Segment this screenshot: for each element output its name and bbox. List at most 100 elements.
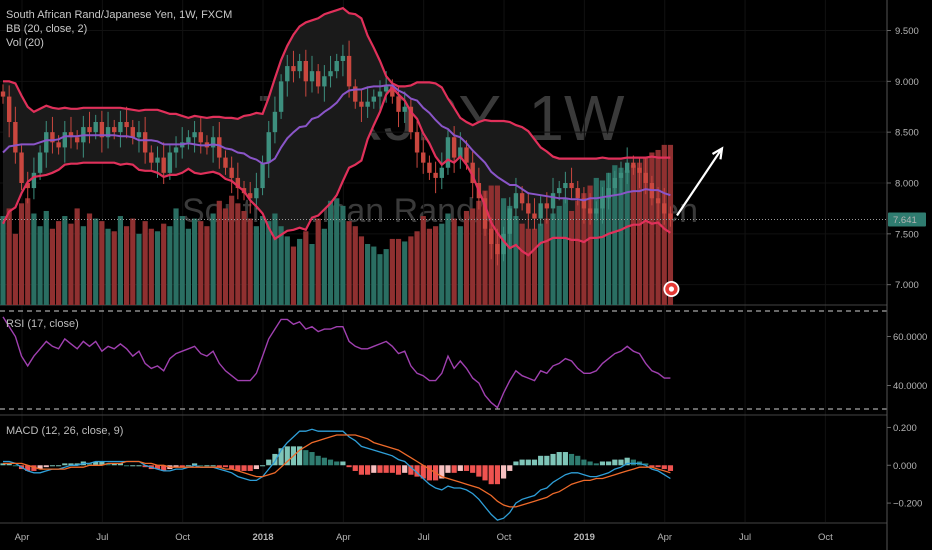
macd-histogram-bar xyxy=(624,457,630,466)
candle-body xyxy=(149,152,154,163)
time-tick-label: Jul xyxy=(418,532,430,543)
candle-body xyxy=(396,96,401,112)
volume-bar xyxy=(346,221,352,305)
volume-bar xyxy=(612,165,618,305)
volume-bar xyxy=(334,198,340,305)
candle-body xyxy=(371,96,376,102)
volume-bar xyxy=(105,228,111,305)
volume-bar xyxy=(593,177,599,305)
macd-tick-label: 0.200 xyxy=(893,423,917,434)
volume-bar xyxy=(519,223,525,305)
volume-bar xyxy=(457,226,463,305)
macd-histogram-bar xyxy=(414,465,420,477)
macd-histogram-bar xyxy=(445,465,451,473)
price-tick-label: 9.000 xyxy=(895,77,919,88)
volume-bar xyxy=(284,236,290,305)
volume-bar xyxy=(204,226,210,305)
macd-histogram-bar xyxy=(43,465,49,468)
macd-histogram-bar xyxy=(315,455,321,466)
candle-body xyxy=(519,193,525,204)
volume-bar xyxy=(309,244,315,305)
macd-histogram-bar xyxy=(371,465,377,473)
macd-histogram-bar xyxy=(470,465,476,473)
macd-histogram-bar xyxy=(136,465,142,467)
legend-symbol[interactable]: South African Rand/Japanese Yen, 1W, FXC… xyxy=(6,9,233,21)
candle-body xyxy=(235,177,241,189)
macd-histogram-bar xyxy=(426,465,433,481)
volume-bar xyxy=(389,238,395,305)
macd-histogram-bar xyxy=(204,465,210,467)
legend-volume[interactable]: Vol (20) xyxy=(6,37,44,49)
candle-body xyxy=(93,122,98,133)
volume-bar xyxy=(340,205,346,305)
candle-body xyxy=(594,208,599,214)
candle-body xyxy=(612,177,618,189)
macd-histogram-bar xyxy=(606,461,612,466)
legend-bb[interactable]: BB (20, close, 2) xyxy=(6,23,88,35)
volume-bar xyxy=(191,218,198,305)
candle-body xyxy=(112,127,117,133)
volume-bar xyxy=(402,241,408,305)
candle-body xyxy=(278,81,284,112)
candle-body xyxy=(427,162,432,173)
volume-bar xyxy=(241,210,247,305)
candle-body xyxy=(618,172,624,178)
candle-body xyxy=(433,172,438,178)
volume-bar xyxy=(111,231,117,305)
candle-body xyxy=(173,147,179,153)
macd-histogram-bar xyxy=(507,465,513,471)
rsi-line xyxy=(2,316,671,409)
macd-tick-label: 0.000 xyxy=(893,461,917,472)
macd-histogram-bar xyxy=(74,463,80,466)
candle-body xyxy=(346,55,352,87)
candle-body xyxy=(402,106,407,112)
macd-histogram-bar xyxy=(297,446,303,466)
candle-body xyxy=(198,132,203,143)
candle-body xyxy=(445,137,451,168)
candle-body xyxy=(272,111,278,133)
last-price-label: 7.641 xyxy=(893,215,917,226)
macd-histogram-bar xyxy=(334,461,340,466)
volume-bar xyxy=(321,228,327,305)
last-price-tag xyxy=(888,212,926,227)
macd-histogram-bar xyxy=(500,465,507,479)
volume-bar xyxy=(420,216,426,305)
volume-bar xyxy=(513,216,519,305)
candle-body xyxy=(668,213,673,220)
macd-histogram-bar xyxy=(550,453,556,466)
macd-pane-label[interactable]: MACD (12, 26, close, 9) xyxy=(6,425,124,437)
time-tick-label: Oct xyxy=(175,532,190,543)
candle-body xyxy=(538,203,543,219)
candle-body xyxy=(155,157,160,163)
macd-histogram-bar xyxy=(266,459,272,466)
volume-bar xyxy=(117,216,124,305)
macd-histogram-bar xyxy=(216,465,222,468)
rsi-pane-label[interactable]: RSI (17, close) xyxy=(6,318,79,330)
macd-histogram-bar xyxy=(476,465,482,477)
candle-body xyxy=(353,86,358,102)
candle-body xyxy=(62,132,67,148)
volume-bar xyxy=(74,208,80,305)
macd-histogram-bar xyxy=(525,459,531,466)
price-tick-label: 8.500 xyxy=(895,128,919,139)
signal-line xyxy=(3,434,671,508)
macd-histogram-bar xyxy=(395,465,402,475)
price-tick-label: 9.500 xyxy=(895,26,919,37)
volume-bar xyxy=(371,246,377,305)
candle-body xyxy=(532,213,537,219)
candle-body xyxy=(643,172,648,183)
alert-marker-dot xyxy=(668,286,675,292)
volume-bar xyxy=(358,236,365,305)
volume-bar xyxy=(86,213,93,305)
volume-bar xyxy=(99,221,105,305)
candle-body xyxy=(303,61,309,82)
candle-body xyxy=(655,198,661,204)
time-tick-label: Apr xyxy=(336,532,351,543)
bb-band-fill xyxy=(3,8,671,256)
macd-histogram-bar xyxy=(494,465,500,485)
candle-body xyxy=(74,137,80,143)
volume-bar xyxy=(12,233,18,305)
candle-body xyxy=(606,188,611,199)
volume-bar xyxy=(148,228,154,305)
